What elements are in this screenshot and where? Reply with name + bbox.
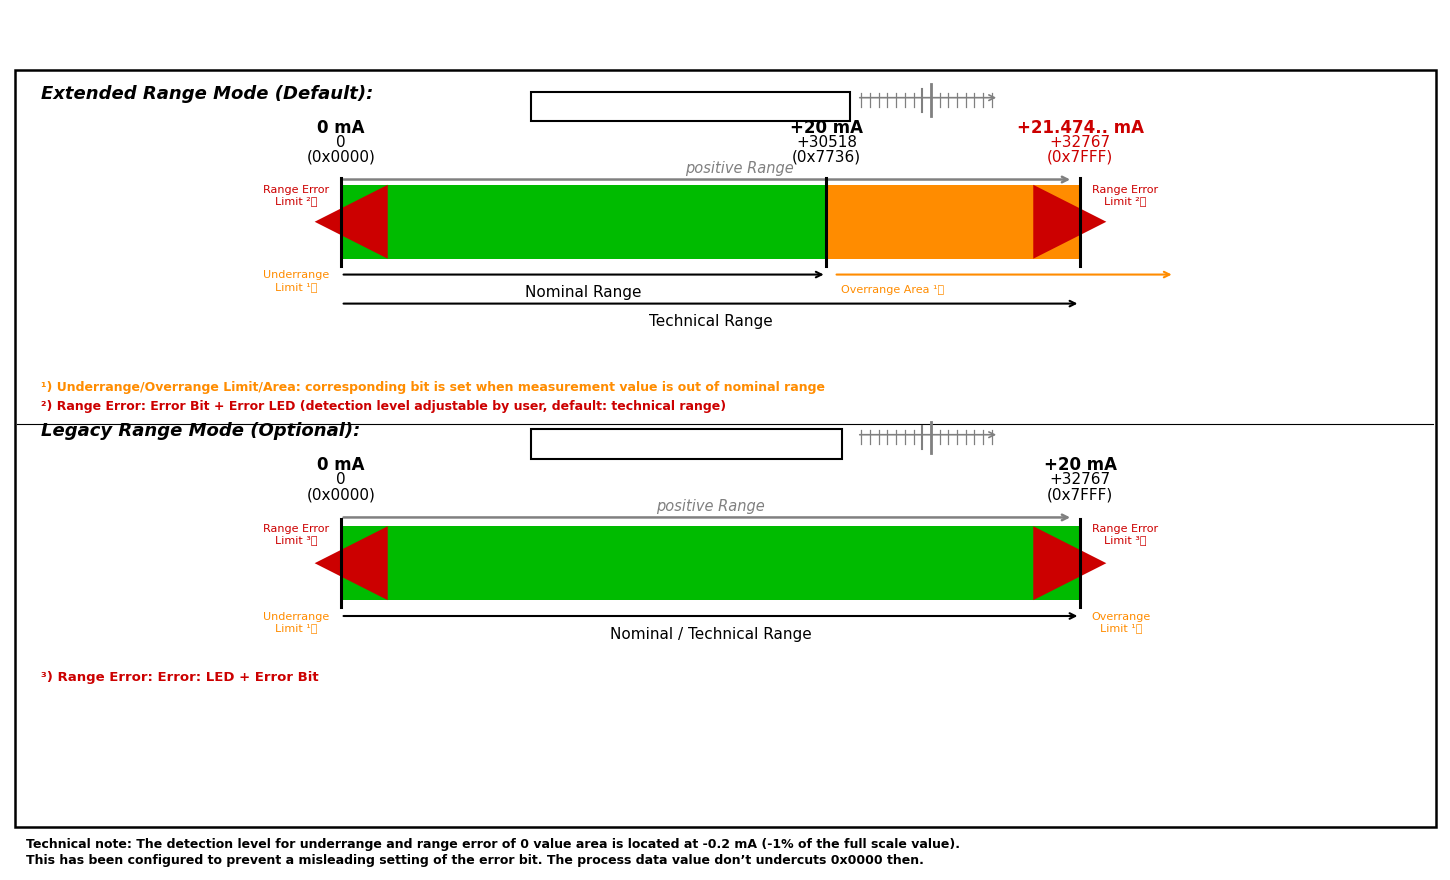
Bar bbox=[341, 185, 826, 259]
Text: (0x7FFF): (0x7FFF) bbox=[1047, 487, 1114, 502]
Text: +32767: +32767 bbox=[1050, 135, 1111, 150]
Text: Technical Range: Technical Range bbox=[648, 314, 773, 329]
Text: Underrange
Limit ¹⧩: Underrange Limit ¹⧩ bbox=[262, 270, 329, 292]
Bar bbox=[341, 526, 1080, 600]
Text: +20 mA: +20 mA bbox=[1044, 456, 1116, 473]
Text: ²) Range Error: Error Bit + Error LED (detection level adjustable by user, defau: ²) Range Error: Error Bit + Error LED (d… bbox=[41, 400, 725, 413]
Text: Range Error
Limit ²⧩: Range Error Limit ²⧩ bbox=[1092, 185, 1159, 207]
Text: ¹) Underrange/Overrange Limit/Area: corresponding bit is set when measurement va: ¹) Underrange/Overrange Limit/Area: corr… bbox=[41, 381, 825, 393]
Text: Range Error
Limit ³⧩: Range Error Limit ³⧩ bbox=[262, 524, 329, 546]
Text: Nominal / Technical Range: Nominal / Technical Range bbox=[609, 627, 812, 642]
Text: (0x0000): (0x0000) bbox=[306, 487, 376, 502]
Text: 0: 0 bbox=[336, 135, 345, 150]
Text: (0x0000): (0x0000) bbox=[306, 149, 376, 165]
Text: Underrange
Limit ¹⧩: Underrange Limit ¹⧩ bbox=[262, 612, 329, 634]
Text: +21.474.. mA: +21.474.. mA bbox=[1016, 119, 1144, 136]
Text: Legacy Range Mode (Optional):: Legacy Range Mode (Optional): bbox=[41, 422, 360, 440]
Text: This has been configured to prevent a misleading setting of the error bit. The p: This has been configured to prevent a mi… bbox=[26, 854, 924, 867]
Text: Technical note: The detection level for underrange and range error of 0 value ar: Technical note: The detection level for … bbox=[26, 839, 960, 851]
Text: 0 mA: 0 mA bbox=[318, 119, 364, 136]
Bar bbox=[531, 429, 842, 459]
Polygon shape bbox=[315, 526, 387, 600]
Text: (0x7FFF): (0x7FFF) bbox=[1047, 149, 1114, 165]
Text: Range Error
Limit ³⧩: Range Error Limit ³⧩ bbox=[1092, 524, 1159, 546]
Bar bbox=[531, 92, 850, 121]
Polygon shape bbox=[1034, 185, 1106, 259]
Text: positive Range: positive Range bbox=[655, 499, 766, 515]
Text: Overrange Area ¹⧩: Overrange Area ¹⧩ bbox=[841, 285, 944, 295]
Text: 0 mA: 0 mA bbox=[318, 456, 364, 473]
Text: Overrange
Limit ¹⧩: Overrange Limit ¹⧩ bbox=[1092, 612, 1151, 634]
Text: +30518: +30518 bbox=[796, 135, 857, 150]
Text: 0: 0 bbox=[336, 472, 345, 488]
Text: Calculated resolution: 655.35.. nA /Step: Calculated resolution: 655.35.. nA /Step bbox=[557, 99, 824, 112]
Text: (0x7736): (0x7736) bbox=[792, 149, 861, 165]
Text: ³) Range Error: Error: LED + Error Bit: ³) Range Error: Error: LED + Error Bit bbox=[41, 671, 318, 684]
Text: Calculated resolution: 610.37..nA /Step: Calculated resolution: 610.37..nA /Step bbox=[555, 437, 816, 450]
Polygon shape bbox=[315, 185, 387, 259]
Text: positive Range: positive Range bbox=[684, 161, 795, 177]
Text: Extended Range Mode (Default):: Extended Range Mode (Default): bbox=[41, 85, 373, 103]
Text: +32767: +32767 bbox=[1050, 472, 1111, 488]
Text: Nominal Range: Nominal Range bbox=[525, 285, 642, 300]
Polygon shape bbox=[1034, 526, 1106, 600]
Text: +20 mA: +20 mA bbox=[790, 119, 863, 136]
Text: Range Error
Limit ²⧩: Range Error Limit ²⧩ bbox=[262, 185, 329, 207]
Bar bbox=[14, 70, 1436, 827]
Bar bbox=[826, 185, 1080, 259]
